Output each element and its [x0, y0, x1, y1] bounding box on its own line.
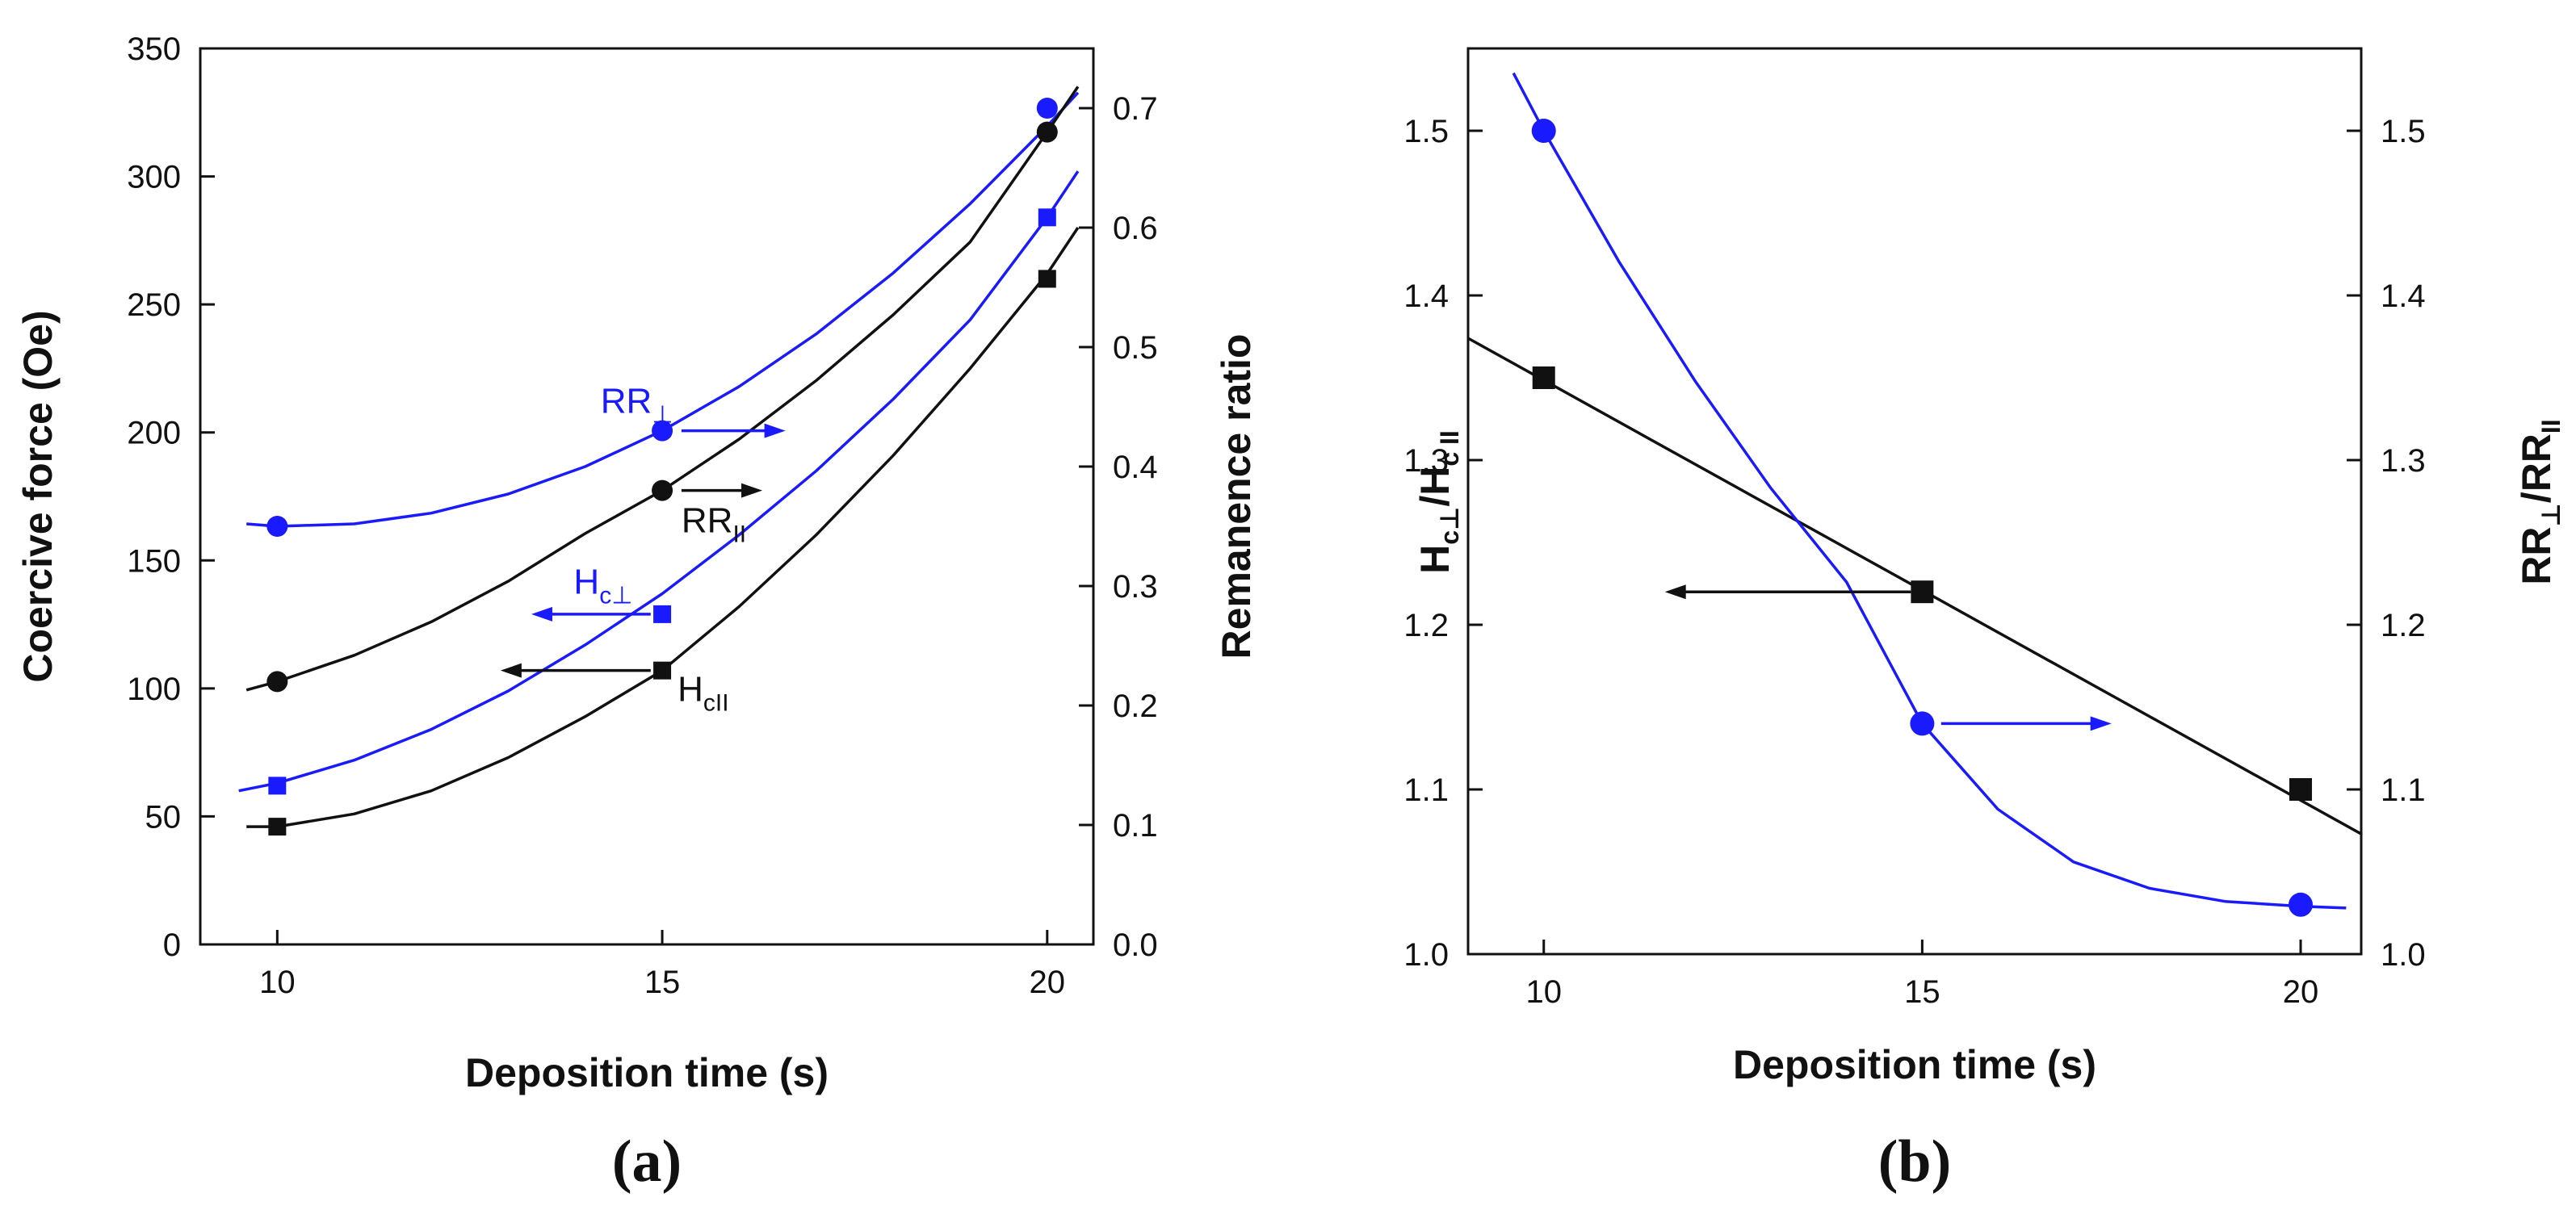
- panel-a-y2-axis-label: Remanence ratio: [1214, 334, 1259, 659]
- y-tick-label: 1.2: [1403, 608, 1449, 643]
- y2-tick-label: 1.4: [2381, 278, 2426, 314]
- y2-tick-label: 0.6: [1113, 211, 1158, 246]
- y2-tick-label: 0.0: [1113, 927, 1158, 963]
- annotation-label-rr: RR⊥: [601, 381, 673, 428]
- y2-tick-label: 0.1: [1113, 808, 1158, 844]
- y-tick-label: 1.0: [1403, 937, 1449, 973]
- panel-b-arrows: [1664, 584, 2112, 731]
- y-tick-label: 0: [163, 927, 181, 963]
- panel-b-markers: [1531, 119, 2314, 917]
- y2-tick-label: 1.1: [2381, 772, 2426, 808]
- panel-b-chart: 10 15 20 1.01.11.21.31.41.5 1.01.11.21.31.…: [1403, 47, 2566, 1195]
- data-point-hc: [653, 605, 672, 623]
- x-tick-label: 15: [1904, 974, 1940, 1010]
- x-tick-label: 20: [1030, 965, 1066, 1000]
- panel-b-x-axis-label: Deposition time (s): [1733, 1042, 2096, 1087]
- annotation-label-h-c: Hc⊥: [573, 563, 632, 609]
- y2-tick-label: 1.3: [2381, 443, 2426, 479]
- data-point-hc-hc: [1911, 580, 1934, 604]
- data-point-rr-rr: [1910, 711, 1935, 736]
- data-point-hc: [1038, 208, 1056, 227]
- y2-tick-label: 0.5: [1113, 330, 1158, 366]
- panel-a-x-ticks: 10 15 20: [259, 930, 1065, 1000]
- data-point-rr: [1036, 98, 1058, 119]
- arrow-head: [764, 423, 786, 438]
- panel-b-y2-axis-label: RR⊥/RRII: [2514, 419, 2566, 584]
- panel-a-annotations: RR⊥ RRII Hc⊥ HcII: [573, 381, 746, 716]
- panel-b-frame: [1466, 47, 2363, 956]
- data-point-hc: [268, 818, 287, 836]
- arrow-head: [2090, 716, 2112, 731]
- panel-a-frame: [199, 47, 1095, 946]
- y-tick-label: 1.5: [1403, 114, 1449, 149]
- data-point-rr-rr: [1531, 119, 1556, 143]
- y-tick-label: 350: [127, 31, 181, 67]
- y2-tick-label: 1.2: [2381, 608, 2426, 643]
- x-tick-label: 10: [259, 965, 296, 1000]
- x-tick-label: 20: [2283, 974, 2319, 1010]
- panel-a-markers: [266, 98, 1058, 836]
- panel-a-x-axis-label: Deposition time (s): [465, 1050, 829, 1095]
- panel-b-label: (b): [1878, 1128, 1951, 1195]
- data-point-rr: [266, 516, 288, 537]
- arrow-head: [531, 606, 552, 622]
- y-tick-label: 1.1: [1403, 772, 1449, 808]
- data-point-rr: [1036, 121, 1058, 143]
- y-tick-label: 1.3: [1403, 443, 1449, 479]
- data-point-rr: [652, 420, 673, 442]
- panel-a-arrows: [500, 423, 786, 678]
- x-tick-label: 10: [1525, 974, 1562, 1010]
- panel-a-y-axis-label: Coercive force (Oe): [15, 310, 61, 682]
- y-tick-label: 1.4: [1403, 278, 1449, 314]
- y2-tick-label: 0.4: [1113, 450, 1158, 485]
- y-tick-label: 150: [127, 543, 181, 579]
- y2-tick-label: 0.3: [1113, 569, 1158, 605]
- arrow-head: [500, 663, 522, 678]
- y-tick-label: 200: [127, 416, 181, 451]
- panel-b-y2-ticks: 1.0 1.1 1.2 1.3 1.4 1.5: [2347, 114, 2426, 973]
- data-point-rr: [266, 671, 288, 693]
- fit-curve-hc: [238, 170, 1080, 793]
- annotation-label-rr-ii: RRII: [682, 500, 746, 547]
- data-point-hc: [1038, 270, 1056, 288]
- y-tick-label: 50: [145, 799, 182, 835]
- y-tick-label: 250: [127, 287, 181, 323]
- panel-a-y2-ticks: 0.0 0.1 0.2 0.3 0.4 0.5 0.6 0.7: [1079, 91, 1158, 963]
- data-point-hc-hc: [2289, 778, 2313, 801]
- panel-b-x-ticks: 10 15 20: [1525, 940, 2318, 1010]
- y2-tick-label: 0.7: [1113, 91, 1158, 127]
- y-tick-label: 100: [127, 672, 181, 707]
- y2-tick-label: 1.5: [2381, 114, 2426, 149]
- arrow-head: [1664, 584, 1686, 600]
- x-tick-label: 15: [644, 965, 681, 1000]
- panel-a-y-ticks: 0 50 100 150 200 250 300 350: [127, 31, 215, 963]
- data-point-hc: [653, 661, 672, 680]
- data-point-hc: [268, 777, 287, 795]
- arrow-head: [741, 483, 763, 498]
- panel-a-label: (a): [612, 1128, 682, 1195]
- y-tick-label: 300: [127, 160, 181, 195]
- panel-b-y-axis-label: Hc⊥/Hc II: [1412, 430, 1464, 574]
- y2-tick-label: 1.0: [2381, 937, 2426, 973]
- data-point-rr-rr: [2289, 892, 2314, 917]
- y2-tick-label: 0.2: [1113, 689, 1158, 724]
- data-point-rr: [652, 479, 673, 501]
- panel-b-y-ticks: 1.0 1.1 1.2 1.3 1.4 1.5: [1403, 114, 1483, 973]
- annotation-label-h-cii: HcII: [678, 670, 728, 717]
- data-point-hc-hc: [1532, 366, 1555, 389]
